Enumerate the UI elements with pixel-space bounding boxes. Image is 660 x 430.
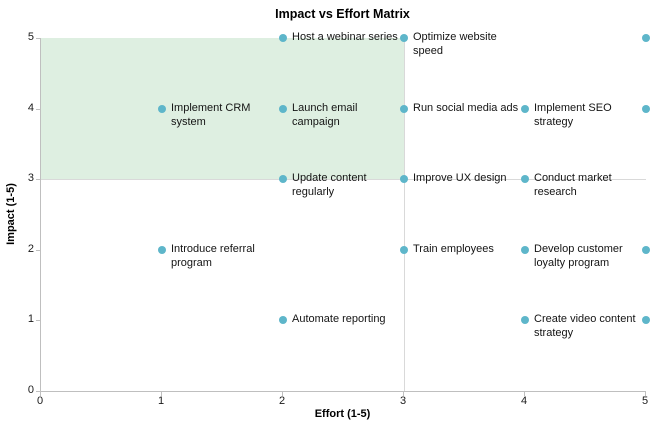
y-tick-mark <box>36 249 40 251</box>
data-point-label: Update content regularly <box>292 172 367 199</box>
data-point-marker <box>158 104 166 113</box>
data-point-label: Run social media ads <box>413 101 519 114</box>
y-tick-mark <box>36 38 40 39</box>
data-point-marker <box>642 104 650 113</box>
quadrant-divider-horizontal <box>41 178 646 180</box>
data-point-label: Optimize website speed <box>413 31 497 57</box>
data-point-marker <box>279 34 287 42</box>
y-tick-mark <box>36 179 40 181</box>
y-tick-label: 3 <box>27 172 34 185</box>
data-point-label: Implement CRM system <box>171 101 251 128</box>
data-point-label: Introduce referral program <box>171 242 255 269</box>
data-point-marker <box>279 104 287 113</box>
data-point-label: Automate reporting <box>292 313 386 326</box>
data-point-marker <box>521 316 529 325</box>
data-point-label: Train employees <box>413 242 494 255</box>
data-point-marker <box>279 175 287 184</box>
x-tick-mark <box>161 392 162 396</box>
data-point-marker <box>521 245 529 254</box>
data-point-label: Develop customer loyalty program <box>534 242 623 269</box>
x-tick-label: 3 <box>399 395 407 407</box>
data-point-marker <box>642 245 650 254</box>
x-tick-mark <box>645 392 646 396</box>
x-tick-label: 4 <box>520 395 528 407</box>
x-tick-mark <box>524 392 525 396</box>
data-point-label: Host a webinar series <box>292 31 398 43</box>
data-point-marker <box>400 175 408 184</box>
y-axis-title: Impact (1-5) <box>5 183 17 245</box>
y-tick-label: 5 <box>27 31 34 43</box>
y-tick-mark <box>36 108 40 110</box>
y-tick-label: 1 <box>27 313 34 326</box>
chart-title: Impact vs Effort Matrix <box>275 7 410 21</box>
data-point-marker <box>521 175 529 184</box>
x-tick-mark <box>40 392 41 396</box>
data-point-marker <box>400 245 408 254</box>
x-tick-label: 5 <box>641 395 649 407</box>
highlight-region <box>41 38 404 180</box>
y-tick-mark <box>36 391 40 392</box>
x-tick-mark <box>403 392 404 396</box>
data-point-label: Improve UX design <box>413 172 507 185</box>
data-point-label: Launch email campaign <box>292 101 358 128</box>
y-tick-label: 2 <box>27 242 34 255</box>
data-point-marker <box>521 104 529 113</box>
data-point-marker <box>279 316 287 325</box>
x-tick-mark <box>282 392 283 396</box>
data-point-marker <box>642 34 650 42</box>
data-point-label: Create video content strategy <box>534 313 636 340</box>
data-point-marker <box>400 34 408 42</box>
x-axis-title: Effort (1-5) <box>314 408 371 420</box>
x-tick-label: 0 <box>36 395 44 407</box>
y-tick-label: 4 <box>27 101 34 114</box>
data-point-marker <box>642 316 650 325</box>
y-tick-mark <box>36 320 40 322</box>
data-point-marker <box>400 104 408 113</box>
y-tick-label: 0 <box>27 384 34 396</box>
data-point-label: Implement SEO strategy <box>534 101 612 128</box>
quadrant-divider-vertical <box>403 38 405 391</box>
data-point-label: Conduct market research <box>534 172 612 199</box>
x-tick-label: 1 <box>157 395 165 407</box>
x-tick-label: 2 <box>278 395 286 407</box>
data-point-marker <box>158 245 166 254</box>
plot-area: Host a webinar series Optimize website sp… <box>40 31 650 392</box>
